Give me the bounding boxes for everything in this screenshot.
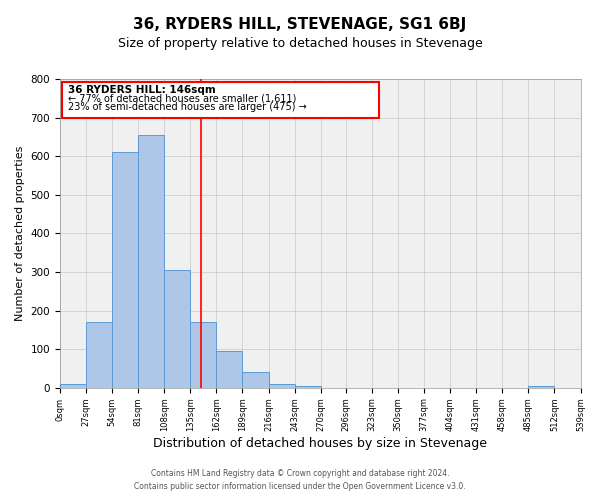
Text: 36 RYDERS HILL: 146sqm: 36 RYDERS HILL: 146sqm	[68, 85, 215, 95]
Bar	[60, 384, 86, 388]
Bar	[269, 384, 295, 388]
Bar	[529, 386, 554, 388]
Text: 36, RYDERS HILL, STEVENAGE, SG1 6BJ: 36, RYDERS HILL, STEVENAGE, SG1 6BJ	[133, 18, 467, 32]
Bar	[112, 152, 138, 388]
X-axis label: Distribution of detached houses by size in Stevenage: Distribution of detached houses by size …	[153, 437, 487, 450]
Y-axis label: Number of detached properties: Number of detached properties	[15, 146, 25, 321]
Bar	[217, 351, 242, 388]
Text: Size of property relative to detached houses in Stevenage: Size of property relative to detached ho…	[118, 38, 482, 51]
Bar	[295, 386, 320, 388]
Text: ← 77% of detached houses are smaller (1,611): ← 77% of detached houses are smaller (1,…	[68, 94, 296, 104]
Text: 23% of semi-detached houses are larger (475) →: 23% of semi-detached houses are larger (…	[68, 102, 307, 112]
Bar	[62, 82, 379, 118]
Bar	[164, 270, 190, 388]
Bar	[86, 322, 112, 388]
Text: Contains public sector information licensed under the Open Government Licence v3: Contains public sector information licen…	[134, 482, 466, 491]
Bar	[190, 322, 217, 388]
Bar	[138, 135, 164, 388]
Bar	[242, 372, 269, 388]
Text: Contains HM Land Registry data © Crown copyright and database right 2024.: Contains HM Land Registry data © Crown c…	[151, 468, 449, 477]
